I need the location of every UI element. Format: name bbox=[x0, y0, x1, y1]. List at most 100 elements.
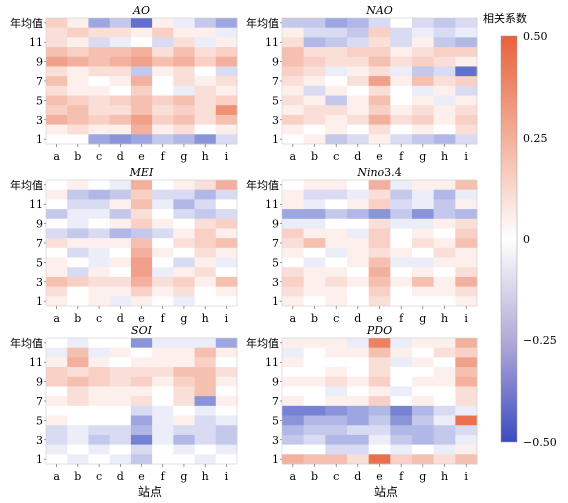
heatmap-cell bbox=[46, 218, 68, 229]
y-tick-label: 3 bbox=[272, 276, 279, 289]
heatmap-cell bbox=[109, 18, 132, 29]
heatmap-cell bbox=[347, 199, 370, 210]
heatmap-cell bbox=[303, 296, 326, 307]
heatmap-cell bbox=[109, 396, 132, 407]
x-tick-label: g bbox=[180, 150, 187, 163]
x-tick-label: e bbox=[138, 312, 145, 325]
heatmap-cell bbox=[109, 286, 132, 297]
heatmap-cell bbox=[390, 189, 413, 200]
heatmap-cell bbox=[412, 357, 435, 368]
heatmap-cell bbox=[390, 396, 413, 407]
heatmap-cell bbox=[130, 199, 153, 210]
heatmap-cell bbox=[303, 124, 326, 135]
heatmap-cell bbox=[455, 47, 478, 58]
heatmap-cell bbox=[368, 396, 391, 407]
heatmap-cell bbox=[152, 396, 174, 407]
heatmap-cell bbox=[433, 405, 456, 416]
heatmap-cell bbox=[194, 114, 217, 126]
y-tick-label: 1 bbox=[36, 453, 43, 466]
colorbar-tick: −0.25 bbox=[523, 334, 557, 347]
heatmap-cell bbox=[88, 37, 111, 48]
heatmap-cell bbox=[67, 357, 89, 368]
heatmap-cell bbox=[390, 444, 413, 455]
heatmap-cell bbox=[67, 47, 89, 58]
x-tick-label: b bbox=[311, 150, 318, 163]
heatmap-cell bbox=[173, 267, 195, 278]
heatmap-cell bbox=[412, 434, 435, 446]
heatmap-cell bbox=[282, 347, 305, 358]
heatmap-cell bbox=[88, 347, 111, 358]
heatmap-cell bbox=[215, 386, 238, 397]
heatmap-cell bbox=[46, 134, 68, 145]
heatmap-cell bbox=[173, 425, 195, 436]
heatmap-cell bbox=[46, 228, 68, 239]
heatmap-cell bbox=[368, 338, 391, 349]
heatmap-cell bbox=[325, 218, 348, 229]
heatmap-cell bbox=[325, 376, 348, 387]
heatmap-cell bbox=[325, 105, 348, 116]
heatmap-cell bbox=[390, 357, 413, 368]
x-tick-label: c bbox=[333, 150, 339, 163]
heatmap-cell bbox=[347, 180, 370, 191]
heatmap-cell bbox=[67, 376, 89, 387]
heatmap-cell bbox=[433, 415, 456, 426]
x-tick-label: f bbox=[399, 312, 404, 325]
x-tick-label: b bbox=[311, 312, 318, 325]
heatmap-cell bbox=[152, 85, 174, 96]
heatmap-cell bbox=[173, 47, 195, 58]
heatmap-cell bbox=[46, 405, 68, 416]
heatmap-cell bbox=[347, 347, 370, 358]
heatmap-cell bbox=[215, 276, 238, 288]
heatmap-cell bbox=[433, 27, 456, 38]
x-tick-label: d bbox=[354, 312, 361, 325]
heatmap-cell bbox=[433, 199, 456, 210]
heatmap-cell bbox=[130, 415, 153, 426]
heatmap-cell bbox=[390, 199, 413, 210]
heatmap-cell bbox=[433, 18, 456, 29]
heatmap-cell bbox=[433, 367, 456, 378]
heatmap-cell bbox=[303, 105, 326, 116]
x-tick-label: b bbox=[74, 312, 81, 325]
heatmap-cell bbox=[368, 134, 391, 145]
heatmap-cell bbox=[433, 347, 456, 358]
heatmap-cell bbox=[173, 56, 195, 67]
heatmap-cell bbox=[152, 228, 174, 239]
heatmap-cell bbox=[282, 338, 305, 349]
heatmap-cell bbox=[282, 85, 305, 96]
heatmap-cell bbox=[46, 189, 68, 200]
heatmap-cell bbox=[215, 434, 238, 446]
y-tick-label: 1 bbox=[36, 133, 43, 146]
heatmap-cell bbox=[282, 199, 305, 210]
heatmap-cell bbox=[173, 18, 195, 29]
heatmap-cell bbox=[347, 189, 370, 200]
heatmap-cell bbox=[67, 286, 89, 297]
heatmap-cell bbox=[152, 76, 174, 87]
y-tick-label: 9 bbox=[272, 376, 279, 389]
x-tick-label: i bbox=[464, 150, 468, 163]
heatmap-cell bbox=[109, 95, 132, 106]
heatmap-cell bbox=[412, 444, 435, 455]
panel-title: Nino3.4 bbox=[356, 166, 401, 179]
heatmap-cell bbox=[88, 338, 111, 349]
heatmap-cell bbox=[173, 367, 195, 378]
heatmap-cell bbox=[325, 425, 348, 436]
heatmap-cell bbox=[347, 134, 370, 145]
y-tick-label: 7 bbox=[36, 395, 43, 408]
heatmap-cell bbox=[173, 444, 195, 455]
heatmap-cell bbox=[433, 85, 456, 96]
heatmap-cell bbox=[152, 189, 174, 200]
heatmap-cell bbox=[303, 267, 326, 278]
heatmap-cell bbox=[152, 56, 174, 67]
heatmap-cell bbox=[130, 180, 153, 191]
heatmap-cell bbox=[412, 134, 435, 145]
heatmap-cell bbox=[347, 434, 370, 446]
heatmap-cell bbox=[130, 27, 153, 38]
heatmap-cell bbox=[347, 247, 370, 258]
heatmap-cell bbox=[325, 228, 348, 239]
heatmap-cell bbox=[282, 209, 305, 220]
heatmap-cell bbox=[152, 267, 174, 278]
heatmap-cell bbox=[455, 386, 478, 397]
heatmap-cell bbox=[173, 199, 195, 210]
heatmap-cell bbox=[368, 247, 391, 258]
heatmap-cell bbox=[433, 180, 456, 191]
